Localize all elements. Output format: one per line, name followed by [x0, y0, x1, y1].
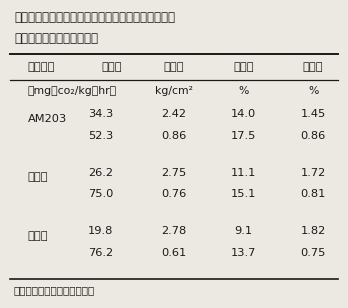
- Text: の減少に及ぼす影響: の減少に及ぼす影響: [14, 32, 98, 45]
- Text: 2.42: 2.42: [161, 109, 187, 119]
- Text: 糖　度: 糖 度: [233, 62, 254, 71]
- Text: AM203: AM203: [28, 114, 67, 124]
- Text: 0.75: 0.75: [301, 248, 326, 258]
- Text: %: %: [238, 86, 249, 96]
- Text: 0.61: 0.61: [161, 248, 187, 258]
- Text: 表１　エチレン処理が呼吸量の増加，硬度・酸含量: 表１ エチレン処理が呼吸量の増加，硬度・酸含量: [14, 11, 175, 24]
- Text: 魁　蜜: 魁 蜜: [28, 231, 48, 241]
- Text: %: %: [308, 86, 318, 96]
- Text: 19.8: 19.8: [88, 226, 113, 236]
- Text: 2.78: 2.78: [161, 226, 187, 236]
- Text: 1.82: 1.82: [301, 226, 326, 236]
- Text: 呼吸量: 呼吸量: [101, 62, 121, 71]
- Text: 品種系統: 品種系統: [28, 62, 55, 71]
- Text: 0.86: 0.86: [161, 131, 187, 141]
- Text: 紅　心: 紅 心: [28, 172, 48, 182]
- Text: 1.45: 1.45: [301, 109, 326, 119]
- Text: kg/cm²: kg/cm²: [155, 86, 193, 96]
- Text: 14.0: 14.0: [231, 109, 256, 119]
- Text: 9.1: 9.1: [235, 226, 253, 236]
- Text: 0.76: 0.76: [161, 189, 187, 199]
- Text: 2.75: 2.75: [161, 168, 187, 178]
- Text: （mg・co₂/kg・hr）: （mg・co₂/kg・hr）: [28, 86, 117, 96]
- Text: 52.3: 52.3: [88, 131, 113, 141]
- Text: 26.2: 26.2: [88, 168, 113, 178]
- Text: 硬　度: 硬 度: [164, 62, 184, 71]
- Text: 76.2: 76.2: [88, 248, 113, 258]
- Text: 15.1: 15.1: [231, 189, 256, 199]
- Text: 17.5: 17.5: [231, 131, 256, 141]
- Text: 酸含量: 酸含量: [303, 62, 324, 71]
- Text: 0.81: 0.81: [301, 189, 326, 199]
- Text: 34.3: 34.3: [88, 109, 113, 119]
- Text: 0.86: 0.86: [301, 131, 326, 141]
- Text: 上段：処理前，下段：処理後: 上段：処理前，下段：処理後: [14, 285, 95, 295]
- Text: 11.1: 11.1: [231, 168, 256, 178]
- Text: 75.0: 75.0: [88, 189, 113, 199]
- Text: 13.7: 13.7: [231, 248, 256, 258]
- Text: 1.72: 1.72: [301, 168, 326, 178]
